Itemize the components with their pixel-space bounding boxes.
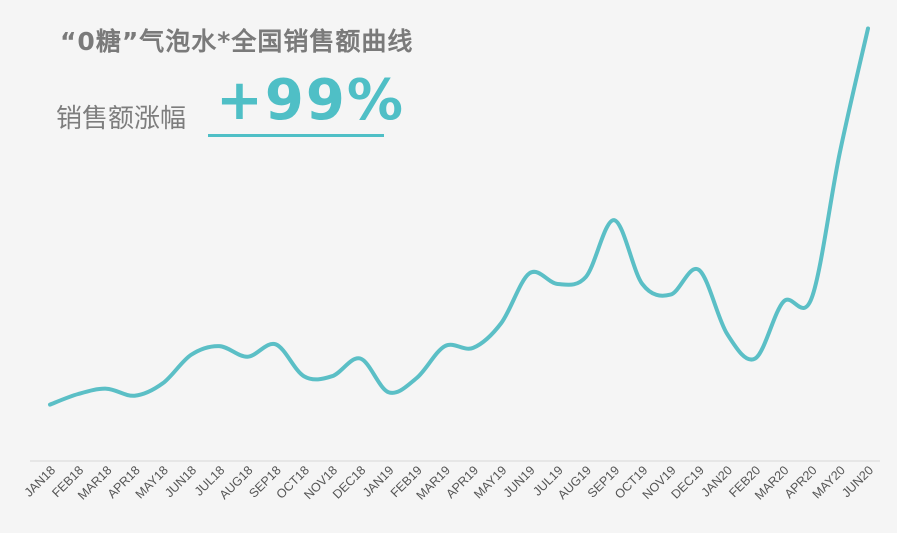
data-point-sep19: [612, 218, 616, 222]
data-point-feb20: [753, 357, 757, 361]
data-point-jan19: [387, 390, 391, 394]
growth-value: +99%: [216, 68, 405, 133]
data-point-nov18: [330, 374, 334, 378]
data-point-apr20: [810, 296, 814, 300]
data-point-aug18: [245, 355, 249, 359]
data-point-aug19: [584, 275, 588, 279]
data-point-mar18: [104, 387, 108, 391]
data-point-jun18: [189, 353, 193, 357]
data-point-oct18: [302, 374, 306, 378]
data-point-jan20: [725, 332, 729, 336]
data-point-feb18: [76, 392, 80, 396]
data-point-may20: [838, 151, 842, 155]
x-tick-labels: JAN18FEB18MAR18APR18MAY18JUN18JUL18AUG18…: [22, 463, 876, 502]
data-point-oct19: [640, 282, 644, 286]
growth-label: 销售额涨幅: [56, 104, 187, 134]
sales-series-line: [48, 26, 870, 407]
data-point-nov19: [669, 293, 673, 297]
data-point-apr19: [471, 346, 475, 350]
chart-title: “0糖”气泡水*全国销售额曲线: [60, 27, 414, 56]
data-point-feb19: [415, 376, 419, 380]
data-point-dec18: [358, 357, 362, 361]
data-point-mar19: [443, 344, 447, 348]
growth-underline: [208, 134, 384, 137]
data-point-jul19: [556, 282, 560, 286]
data-point-jun20: [866, 27, 870, 31]
x-tick-label-jun20: JUN20: [839, 463, 876, 500]
data-point-sep18: [274, 342, 278, 346]
x-tick-label-jun18: JUN18: [162, 463, 199, 500]
data-point-may19: [499, 321, 503, 325]
data-point-jan18: [48, 403, 52, 407]
data-point-may18: [161, 381, 165, 385]
data-point-apr18: [133, 394, 137, 398]
data-point-jun19: [528, 271, 532, 275]
data-point-mar20: [781, 300, 785, 304]
data-point-dec19: [697, 268, 701, 272]
data-point-jul18: [217, 344, 221, 348]
x-tick-label-jun19: JUN19: [501, 463, 538, 500]
